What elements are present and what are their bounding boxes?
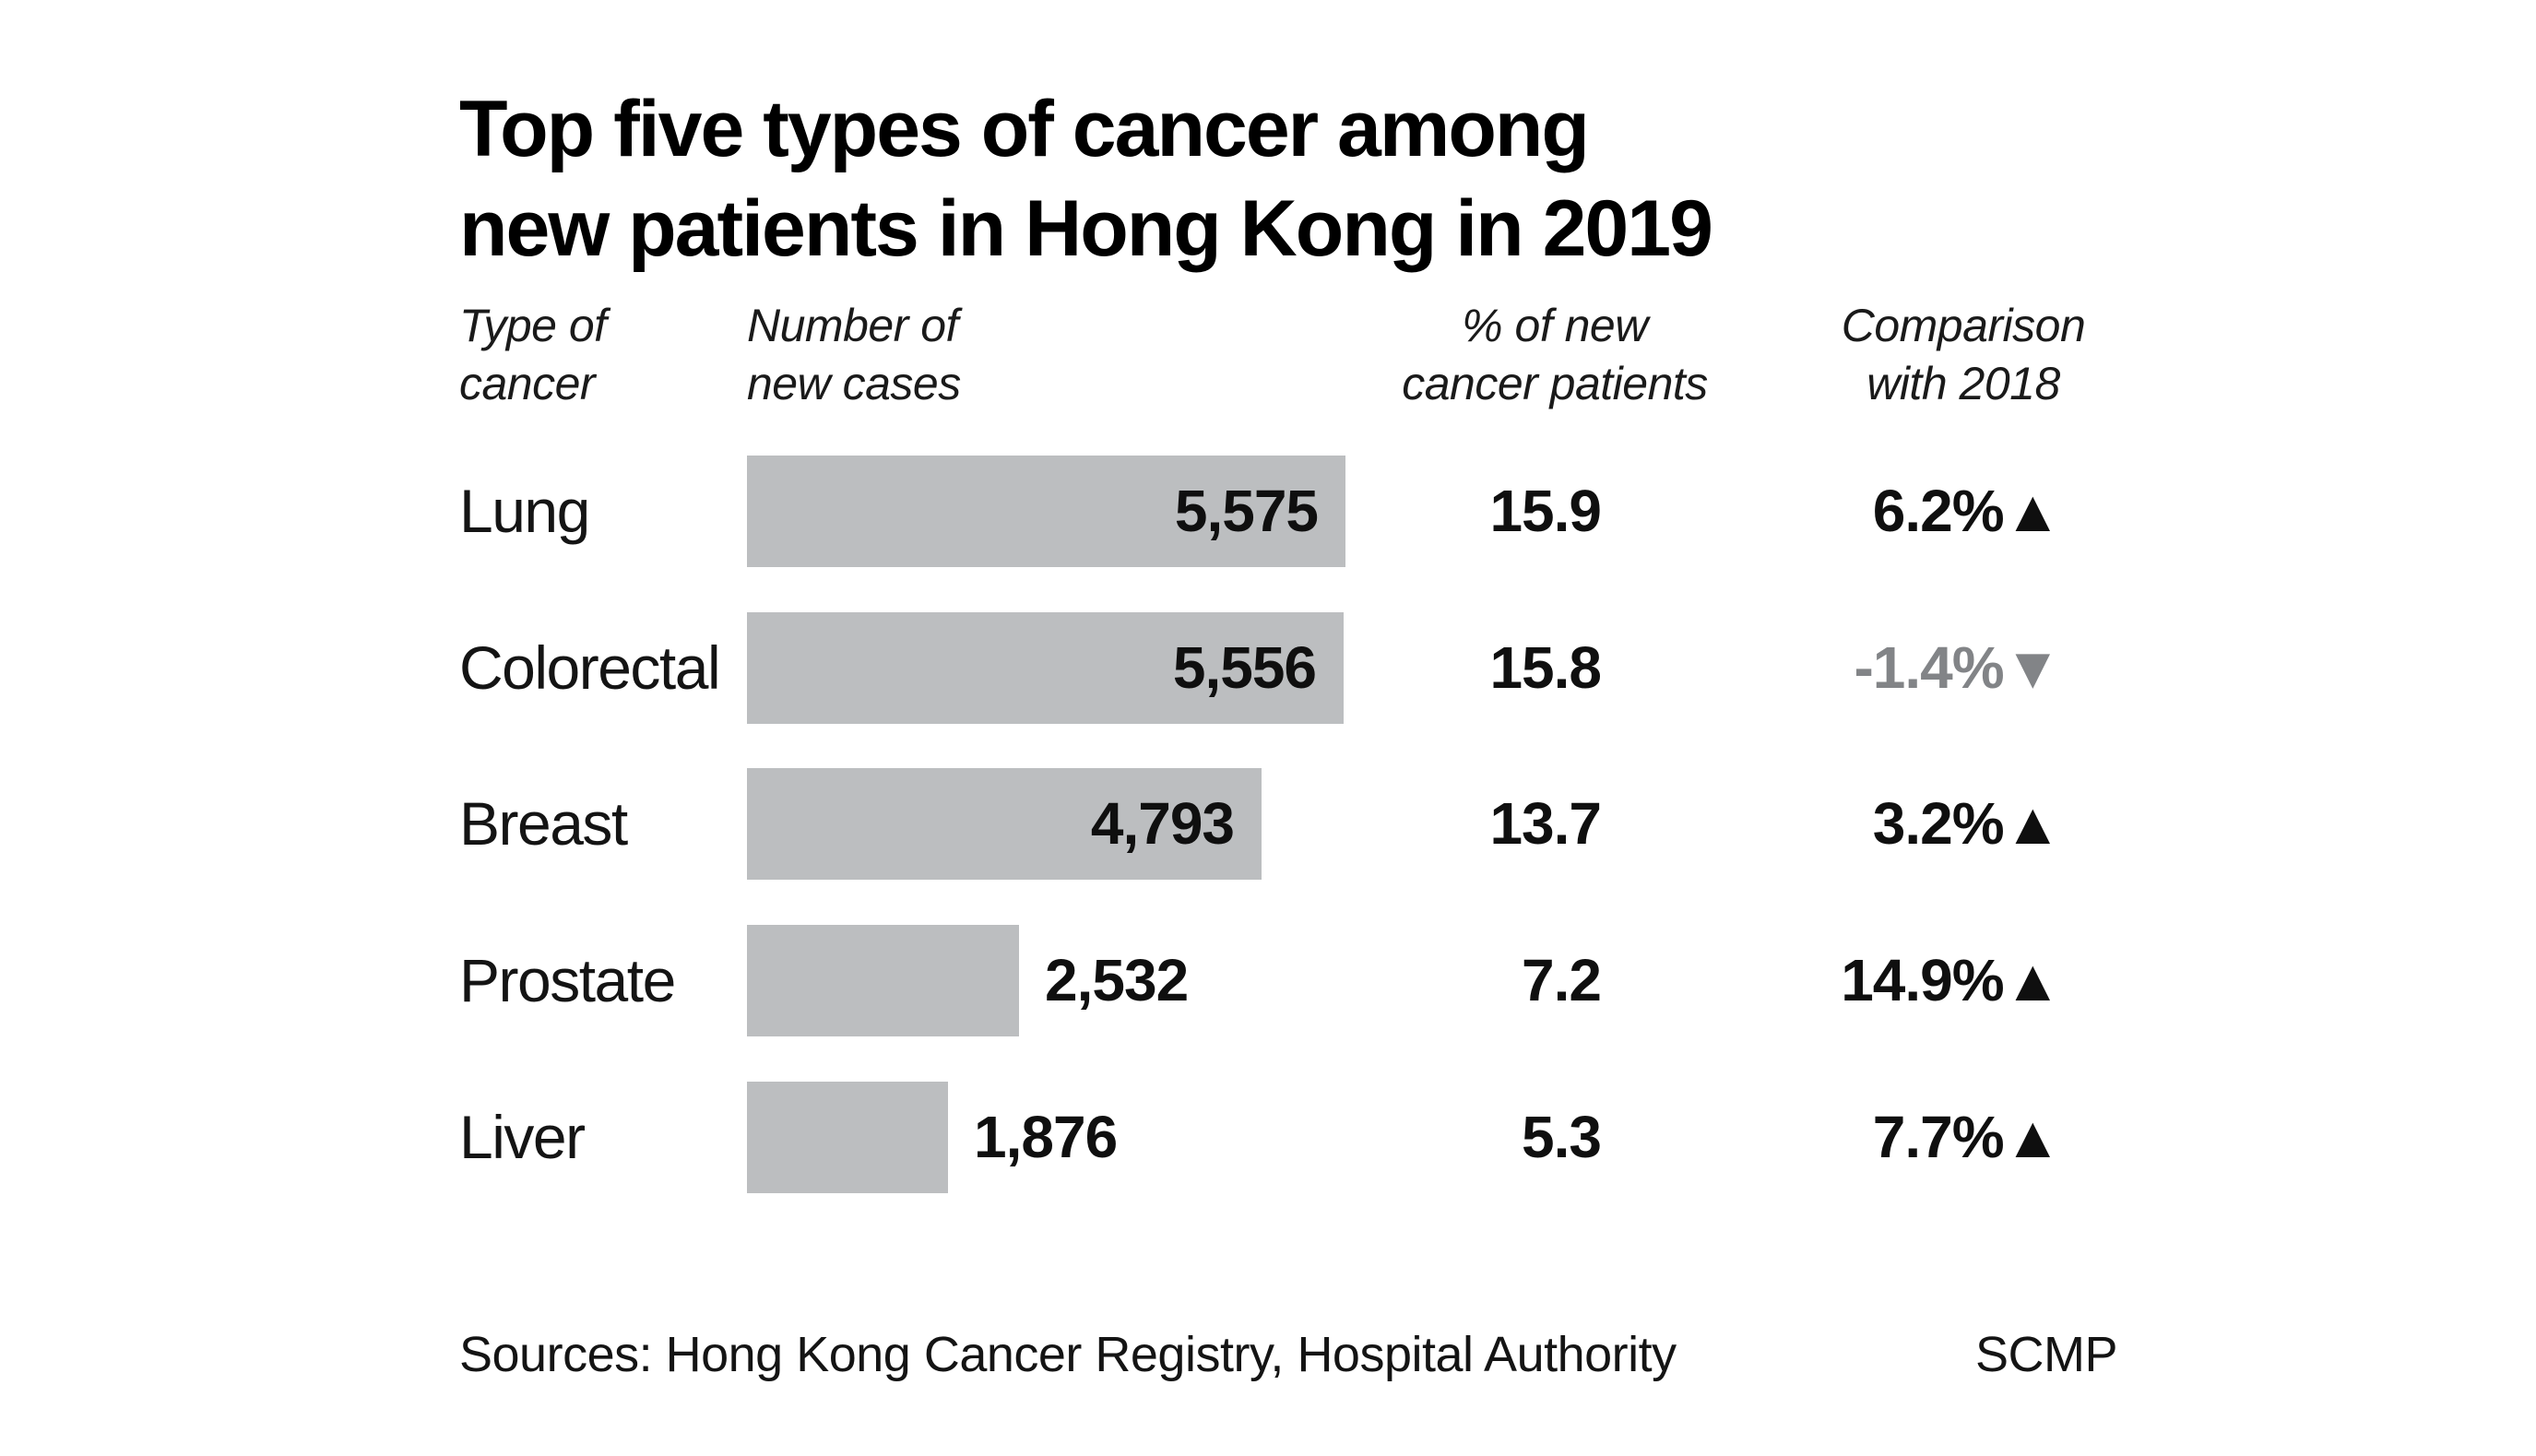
pct-value: 13.7: [1489, 790, 1602, 857]
cases-bar: 4,793: [747, 768, 1262, 880]
comparison-number: -1.4%: [1854, 634, 2004, 701]
comparison-number: 7.7%: [1872, 1104, 2005, 1170]
cases-bar: 5,575: [747, 456, 1345, 567]
cancer-type-label: Colorectal: [459, 633, 721, 702]
comparison-value: 14.9%▲: [1647, 925, 2062, 1036]
cases-bar: 1,876: [747, 1082, 1118, 1193]
cases-value: 1,876: [974, 1104, 1118, 1170]
cancer-type-label: Lung: [459, 477, 590, 545]
table-row-breast: Breast 4,793 13.7 3.2%▲: [0, 768, 2536, 880]
cases-bar: 2,532: [747, 925, 1189, 1036]
pct-value: 5.3: [1522, 1104, 1602, 1170]
comparison-number: 3.2%: [1872, 790, 2005, 857]
comparison-value: 3.2%▲: [1647, 768, 2062, 880]
cases-bar: 5,556: [747, 612, 1344, 724]
pct-value: 15.9: [1489, 478, 1602, 544]
table-row-lung: Lung 5,575 15.9 6.2%▲: [0, 456, 2536, 567]
table-row-colorectal: Colorectal 5,556 15.8 -1.4%▼: [0, 612, 2536, 724]
cases-value: 2,532: [1045, 947, 1189, 1013]
column-header-type-of-cancer: Type of cancer: [459, 300, 607, 409]
comparison-value: 7.7%▲: [1647, 1082, 2062, 1193]
cancer-type-label: Liver: [459, 1103, 586, 1171]
column-header-comparison-with-2018: Comparison with 2018: [1841, 300, 2086, 409]
pct-value: 7.2: [1522, 947, 1602, 1013]
cases-value: 5,575: [1174, 478, 1319, 544]
chart-title: Top five types of cancer among new patie…: [459, 84, 1713, 273]
comparison-value: -1.4%▼: [1647, 612, 2062, 724]
comparison-number: 14.9%: [1841, 947, 2004, 1013]
triangle-up-icon: ▲: [2003, 1104, 2062, 1170]
cases-value: 5,556: [1172, 634, 1317, 701]
triangle-down-icon: ▼: [2003, 634, 2062, 701]
triangle-up-icon: ▲: [2003, 790, 2062, 857]
cancer-type-label: Prostate: [459, 946, 676, 1014]
table-row-prostate: Prostate 2,532 7.2 14.9%▲: [0, 925, 2536, 1036]
triangle-up-icon: ▲: [2003, 947, 2062, 1013]
column-header-number-of-new-cases: Number of new cases: [747, 300, 961, 409]
table-row-liver: Liver 1,876 5.3 7.7%▲: [0, 1082, 2536, 1193]
cancer-type-label: Breast: [459, 789, 628, 858]
triangle-up-icon: ▲: [2003, 478, 2062, 544]
pct-value: 15.8: [1489, 634, 1602, 701]
comparison-number: 6.2%: [1872, 478, 2005, 544]
cases-value: 4,793: [1090, 790, 1235, 857]
column-header-pct-of-new-cancer-patients: % of new cancer patients: [1402, 300, 1708, 409]
sources-note: Sources: Hong Kong Cancer Registry, Hosp…: [459, 1327, 1677, 1382]
credit-scmp: SCMP: [1974, 1327, 2118, 1382]
comparison-value: 6.2%▲: [1647, 456, 2062, 567]
